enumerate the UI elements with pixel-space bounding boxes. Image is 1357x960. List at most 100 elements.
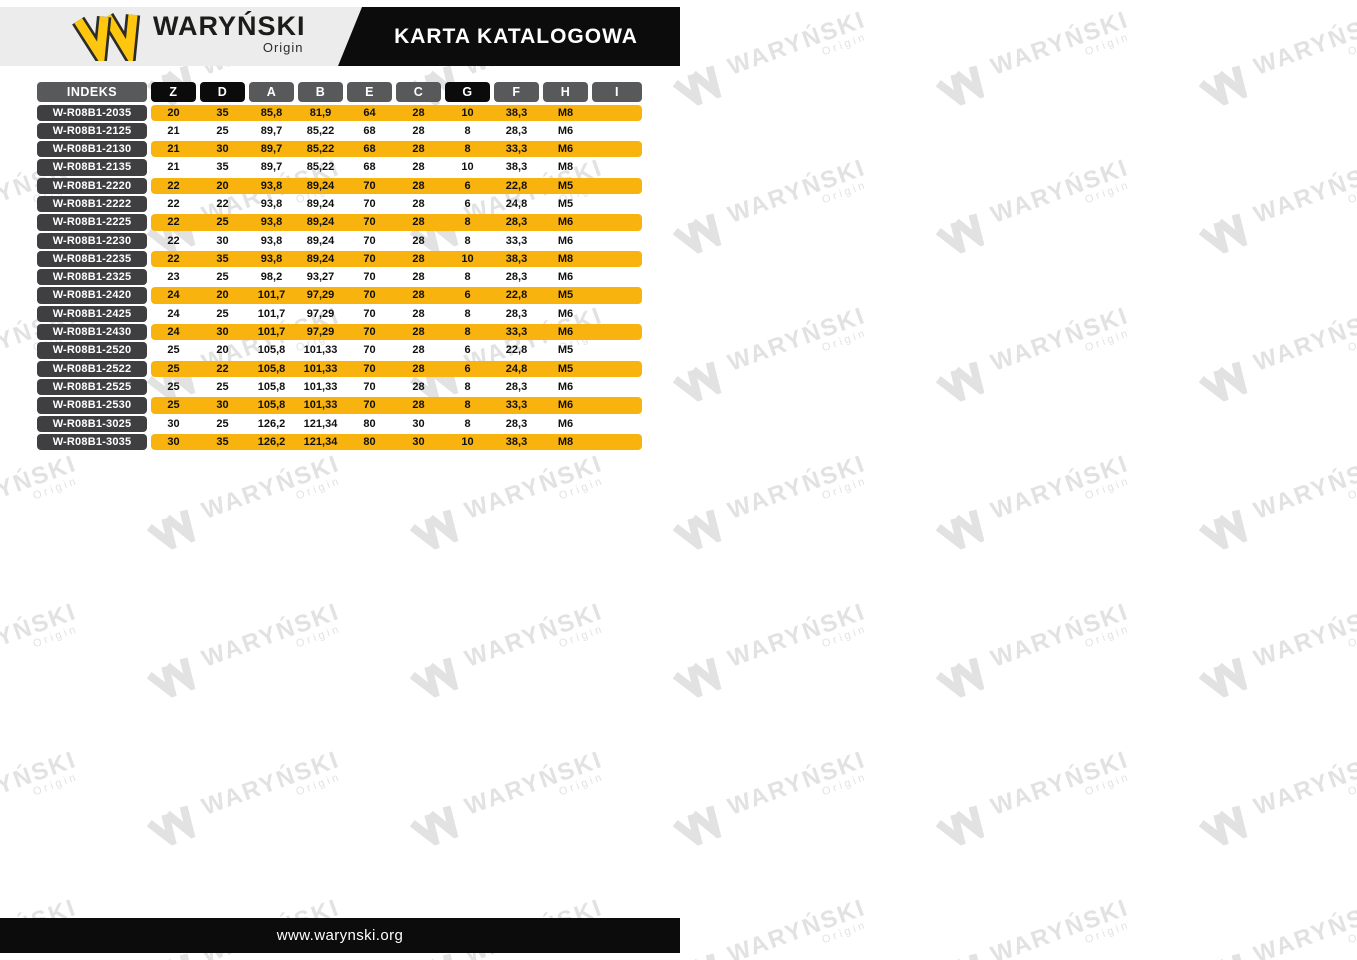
value-cell: 101,7 bbox=[257, 307, 286, 320]
value-cell: 22 bbox=[167, 216, 180, 229]
watermark-origin-text: Origin bbox=[1083, 326, 1132, 355]
value-cell bbox=[592, 416, 642, 432]
watermark-brand-text: WARYŃSKI bbox=[724, 6, 870, 81]
value-cell: 70 bbox=[363, 289, 376, 302]
value-cell: 126,2 bbox=[257, 435, 286, 448]
value-cell: 97,29 bbox=[306, 289, 335, 302]
value-cell: 89,7 bbox=[260, 143, 283, 156]
value-cell: 35 bbox=[216, 106, 229, 119]
value-cell: 20 bbox=[167, 106, 180, 119]
value-cell: 22 bbox=[167, 179, 180, 192]
value-cell: 70 bbox=[363, 326, 376, 339]
website-link[interactable]: www.warynski.org bbox=[276, 927, 404, 944]
watermark-brand-text: WARYŃSKI bbox=[1250, 6, 1357, 81]
value-cell: M6 bbox=[557, 307, 574, 320]
row-values-band: 21 35 89,7 85,22 68 28 10 38,3 M8 bbox=[151, 159, 642, 175]
value-cell: 25 bbox=[167, 344, 180, 357]
value-cell: 93,8 bbox=[260, 179, 283, 192]
value-cell: 68 bbox=[363, 161, 376, 174]
value-cell: 20 bbox=[216, 179, 229, 192]
table-row: W-R08B1-3035 30 35 126,2 121,34 80 30 10 38,3 M8 bbox=[37, 433, 642, 451]
row-values-band: 22 30 93,8 89,24 70 28 8 33,3 M6 bbox=[151, 233, 642, 249]
value-cell: 70 bbox=[363, 216, 376, 229]
table-row: W-R08B1-2235 22 35 93,8 89,24 70 28 10 38,3 M8 bbox=[37, 250, 642, 268]
value-cell: 21 bbox=[167, 143, 180, 156]
value-cell: 70 bbox=[363, 179, 376, 192]
value-cell: M6 bbox=[557, 380, 574, 393]
column-header-g: G bbox=[445, 82, 490, 102]
value-cell: 25 bbox=[167, 380, 180, 393]
value-cell: M8 bbox=[557, 435, 574, 448]
value-cell: 105,8 bbox=[257, 399, 286, 412]
value-cell: 10 bbox=[461, 106, 474, 119]
value-cell: 8 bbox=[464, 399, 471, 412]
column-header-indeks: INDEKS bbox=[37, 82, 147, 102]
title-banner: KARTA KATALOGOWA bbox=[338, 7, 680, 66]
watermark-origin-text: Origin bbox=[820, 326, 869, 355]
value-cell: 28 bbox=[412, 289, 425, 302]
table-row: W-R08B1-2130 21 30 89,7 85,22 68 28 8 33,3 M6 bbox=[37, 141, 642, 158]
row-index-cell: W-R08B1-2135 bbox=[37, 159, 147, 176]
value-cell: 28,3 bbox=[505, 216, 528, 229]
value-cell: 22,8 bbox=[505, 344, 528, 357]
row-values-band: 24 30 101,7 97,29 70 28 8 33,3 M6 bbox=[151, 324, 642, 341]
watermark-origin-text: Origin bbox=[820, 622, 869, 651]
value-cell: 20 bbox=[216, 289, 229, 302]
value-cell: 28 bbox=[412, 399, 425, 412]
table-row: W-R08B1-2225 22 25 93,8 89,24 70 28 8 28,3 M6 bbox=[37, 214, 642, 231]
value-cell bbox=[592, 233, 642, 249]
watermark-origin-text: Origin bbox=[1083, 30, 1132, 59]
value-cell: 8 bbox=[464, 216, 471, 229]
value-cell: 28 bbox=[412, 380, 425, 393]
value-cell: 10 bbox=[461, 161, 474, 174]
value-cell bbox=[592, 306, 642, 322]
value-cell: 105,8 bbox=[257, 380, 286, 393]
value-cell: 70 bbox=[363, 252, 376, 265]
row-values-band: 25 20 105,8 101,33 70 28 6 22,8 M5 bbox=[151, 342, 642, 358]
row-values-band: 30 35 126,2 121,34 80 30 10 38,3 M8 bbox=[151, 433, 642, 451]
watermark-origin-text: Origin bbox=[1083, 178, 1132, 207]
row-index-cell: W-R08B1-2425 bbox=[37, 305, 147, 323]
value-cell: M6 bbox=[557, 399, 574, 412]
value-cell: 22 bbox=[167, 252, 180, 265]
row-values-band: 25 30 105,8 101,33 70 28 8 33,3 M6 bbox=[151, 397, 642, 414]
catalog-document: KARTA KATALOGOWA WARYŃSKI Origin INDEKS Z… bbox=[0, 7, 680, 953]
watermark-brand-text: WARYŃSKI bbox=[724, 154, 870, 229]
brand-plate bbox=[0, 7, 362, 66]
row-index-cell: W-R08B1-2325 bbox=[37, 269, 147, 286]
row-values-band: 21 30 89,7 85,22 68 28 8 33,3 M6 bbox=[151, 141, 642, 158]
table-row: W-R08B1-2420 24 20 101,7 97,29 70 28 6 22,8 M5 bbox=[37, 287, 642, 304]
watermark-origin-text: Origin bbox=[1346, 326, 1357, 355]
watermark-brand-text: WARYŃSKI bbox=[1250, 450, 1357, 525]
value-cell: M8 bbox=[557, 106, 574, 119]
value-cell: 8 bbox=[464, 307, 471, 320]
value-cell: 28,3 bbox=[505, 307, 528, 320]
watermark-origin-text: Origin bbox=[1346, 770, 1357, 799]
value-cell: 70 bbox=[363, 271, 376, 284]
value-cell: 24 bbox=[167, 289, 180, 302]
watermark-origin-text: Origin bbox=[820, 918, 869, 947]
value-cell: M6 bbox=[557, 234, 574, 247]
value-cell: 126,2 bbox=[257, 417, 286, 430]
value-cell: 24 bbox=[167, 307, 180, 320]
watermark-origin-text: Origin bbox=[1083, 474, 1132, 503]
value-cell: M5 bbox=[557, 179, 574, 192]
spec-table: INDEKS Z D A B E C G F H I W-R08B1-2035 20 35 85,8 81… bbox=[37, 82, 642, 451]
row-index-cell: W-R08B1-3025 bbox=[37, 415, 147, 432]
watermark-origin-text: Origin bbox=[820, 178, 869, 207]
value-cell: 35 bbox=[216, 435, 229, 448]
value-cell: 70 bbox=[363, 307, 376, 320]
table-row: W-R08B1-2220 22 20 93,8 89,24 70 28 6 22,8 M5 bbox=[37, 177, 642, 194]
value-cell: 97,29 bbox=[306, 326, 335, 339]
value-cell: 24,8 bbox=[505, 197, 528, 210]
page-title: KARTA KATALOGOWA bbox=[394, 24, 638, 48]
value-cell bbox=[592, 214, 642, 230]
value-cell bbox=[592, 287, 642, 303]
